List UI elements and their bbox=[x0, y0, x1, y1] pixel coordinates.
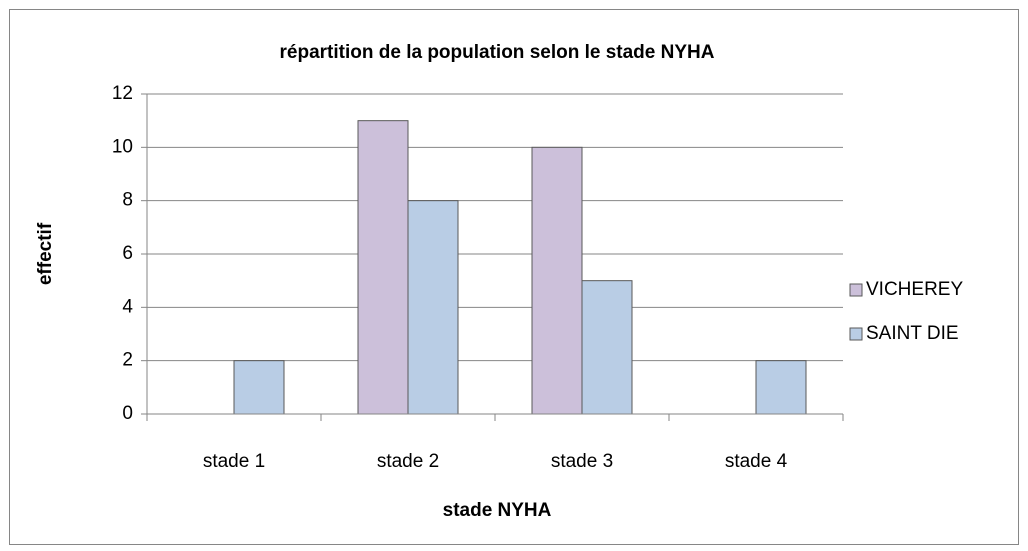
y-tick-label: 2 bbox=[122, 350, 133, 371]
y-tick-label: 6 bbox=[122, 243, 133, 264]
bar bbox=[407, 200, 459, 415]
y-tick-label: 0 bbox=[122, 403, 133, 424]
chart-title: répartition de la population selon le st… bbox=[280, 42, 715, 63]
x-tick-label: stade 1 bbox=[203, 451, 265, 472]
legend-label: SAINT DIE bbox=[866, 323, 959, 344]
legend-swatch bbox=[849, 283, 863, 297]
y-tick-label: 12 bbox=[112, 83, 133, 104]
y-tick-label: 8 bbox=[122, 190, 133, 211]
bar bbox=[755, 360, 807, 415]
bar bbox=[531, 146, 583, 415]
x-tick-label: stade 4 bbox=[725, 451, 788, 472]
y-tick-label: 10 bbox=[112, 136, 133, 157]
legend-swatch bbox=[849, 327, 863, 341]
x-tick-label: stade 3 bbox=[551, 451, 613, 472]
bar bbox=[357, 120, 409, 415]
legend-label: VICHEREY bbox=[866, 279, 963, 300]
bar bbox=[233, 360, 285, 415]
bar bbox=[581, 280, 633, 415]
x-tick-label: stade 2 bbox=[377, 451, 439, 472]
chart-border bbox=[9, 9, 1019, 545]
x-axis-title: stade NYHA bbox=[443, 500, 552, 521]
y-axis-title: effectif bbox=[35, 222, 56, 285]
y-tick-label: 4 bbox=[122, 296, 133, 317]
